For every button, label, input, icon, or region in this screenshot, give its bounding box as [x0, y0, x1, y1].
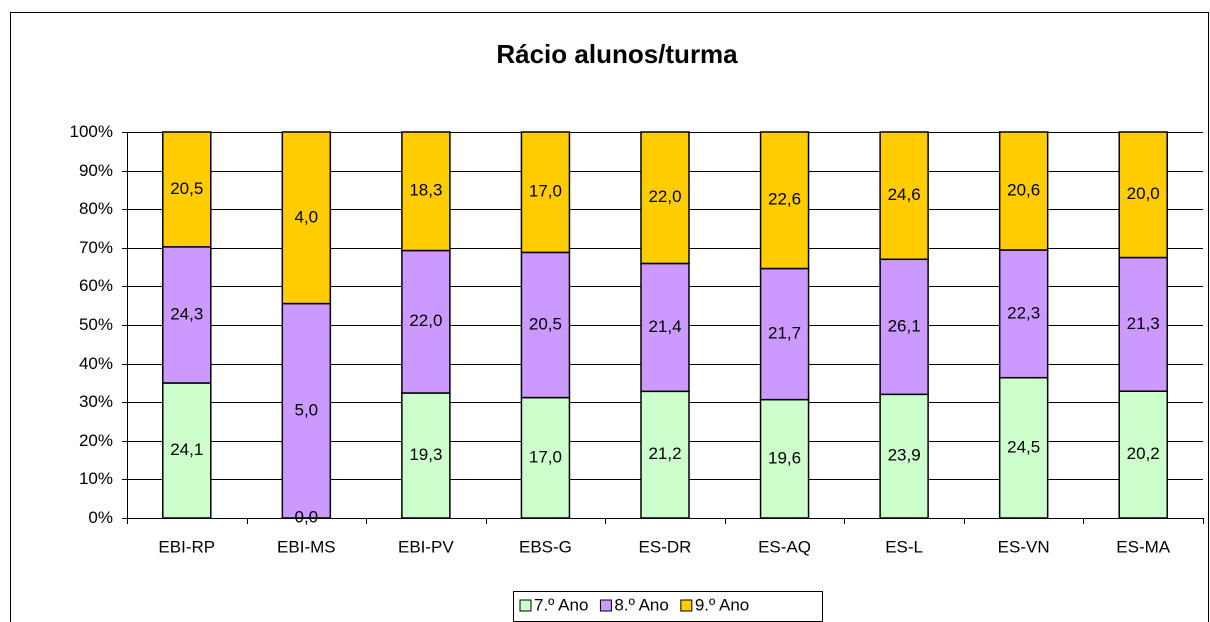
y-tick-label: 50% — [79, 315, 113, 334]
bar-segment — [520, 251, 571, 399]
bar-segment — [1118, 256, 1168, 392]
x-tick-label: EBI-RP — [158, 537, 215, 556]
data-label: 21,3 — [1127, 314, 1160, 333]
bar-segment — [162, 131, 212, 248]
data-label: 24,3 — [170, 304, 203, 323]
bar-segment — [401, 131, 451, 252]
data-label: 22,0 — [648, 187, 681, 206]
legend-label: 8.º Ano — [614, 595, 668, 614]
data-label: 20,5 — [170, 179, 203, 198]
bar-segment — [759, 267, 810, 401]
data-label: 21,4 — [648, 317, 681, 336]
data-label: 4,0 — [295, 207, 319, 226]
bar-segment — [1118, 131, 1168, 259]
bar-segment — [281, 131, 332, 305]
data-label: 19,3 — [409, 445, 442, 464]
data-label: 22,3 — [1007, 303, 1040, 322]
bar-segment — [998, 131, 1049, 251]
bar-segment — [879, 258, 929, 396]
x-tick-label: ES-MA — [1116, 537, 1171, 556]
y-tick-label: 40% — [79, 354, 113, 373]
x-tick-label: EBS-G — [519, 537, 572, 556]
data-label: 23,9 — [888, 446, 921, 465]
y-tick-label: 90% — [79, 161, 113, 180]
y-tick-label: 30% — [79, 392, 113, 411]
bar-segment — [640, 390, 690, 519]
data-label: 22,6 — [768, 190, 801, 209]
bar-segment — [640, 262, 690, 393]
legend-swatch — [599, 599, 612, 612]
y-tick-label: 100% — [70, 122, 113, 141]
bar-segment — [759, 131, 810, 270]
data-label: 17,0 — [529, 447, 562, 466]
bar-segment — [281, 302, 332, 519]
data-label: 22,0 — [409, 311, 442, 330]
bar-segment — [640, 131, 690, 265]
x-tick-label: ES-VN — [998, 537, 1050, 556]
data-label: 20,0 — [1127, 184, 1160, 203]
data-label: 21,2 — [648, 444, 681, 463]
bar-segment — [998, 376, 1049, 519]
data-label: 24,5 — [1007, 437, 1040, 456]
data-label: 17,0 — [529, 182, 562, 201]
x-tick-label: EBI-MS — [277, 537, 336, 556]
x-tick-label: ES-L — [885, 537, 923, 556]
legend-swatch — [680, 599, 693, 612]
x-tick-label: EBI-PV — [398, 537, 454, 556]
y-tick-label: 10% — [79, 469, 113, 488]
data-label: 21,7 — [768, 324, 801, 343]
legend-label: 7.º Ano — [534, 595, 588, 614]
x-tick-label: ES-AQ — [758, 537, 811, 556]
bar-segment — [401, 249, 451, 394]
data-label: 20,2 — [1127, 444, 1160, 463]
bar-segment — [520, 396, 571, 519]
y-tick-label: 60% — [79, 276, 113, 295]
data-label: 19,6 — [768, 448, 801, 467]
data-label: 26,1 — [888, 316, 921, 335]
y-tick-label: 70% — [79, 238, 113, 257]
bar-segment — [879, 131, 929, 261]
y-tick-label: 20% — [79, 431, 113, 450]
y-tick-label: 0% — [88, 508, 113, 527]
data-label: 20,5 — [529, 314, 562, 333]
bar-segment — [401, 392, 451, 519]
legend-box — [513, 591, 823, 622]
legend-label: 9.º Ano — [695, 595, 749, 614]
data-label: 0,0 — [295, 507, 319, 526]
y-tick-label: 80% — [79, 199, 113, 218]
data-label: 24,6 — [888, 185, 921, 204]
bar-segment — [998, 249, 1049, 379]
data-label: 5,0 — [295, 400, 319, 419]
data-label: 20,6 — [1007, 180, 1040, 199]
x-tick-label: ES-DR — [639, 537, 692, 556]
legend-swatch — [519, 599, 532, 612]
data-label: 18,3 — [409, 181, 442, 200]
bar-segment — [520, 131, 571, 254]
chart-title: Rácio alunos/turma — [496, 39, 738, 69]
data-label: 24,1 — [170, 440, 203, 459]
